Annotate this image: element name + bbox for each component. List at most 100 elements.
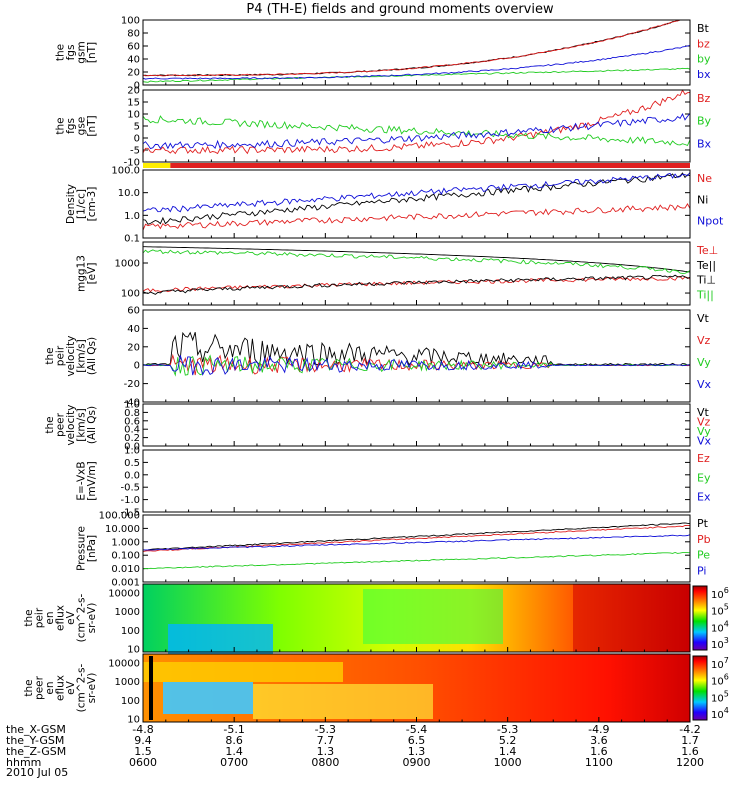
ytick-label: -10 bbox=[124, 158, 140, 169]
ylabel-line: eV bbox=[65, 680, 77, 694]
ytick-label: 10000 bbox=[108, 658, 140, 669]
ytick-label: 0.5 bbox=[124, 458, 140, 469]
ytick-label: 0 bbox=[134, 81, 140, 92]
xaxis-value: -4.9 bbox=[588, 723, 609, 736]
colorbar bbox=[692, 655, 708, 721]
status-bar-segment bbox=[143, 163, 171, 168]
ytick-label: 0.2 bbox=[124, 433, 140, 444]
panel-frame bbox=[142, 89, 691, 163]
ytick-label: 60 bbox=[127, 306, 140, 317]
ytick-label: 40 bbox=[127, 55, 140, 66]
ytick-label: 20 bbox=[127, 68, 140, 79]
ylabel-line: [nT] bbox=[86, 115, 98, 136]
xaxis-row-label: the_Y-GSM bbox=[6, 734, 64, 747]
legend-Ni: Ni bbox=[697, 193, 708, 206]
xaxis-value: -5.3 bbox=[315, 723, 336, 736]
legend-Pt: Pt bbox=[697, 517, 709, 530]
spectrogram-band bbox=[143, 662, 343, 682]
ytick-label: -5 bbox=[130, 146, 140, 157]
ylabel-line: [eV] bbox=[86, 263, 98, 285]
ylabel-line: the bbox=[44, 347, 56, 364]
ytick-label: 80 bbox=[127, 29, 140, 40]
ylabel-line: (cm^2-s- bbox=[76, 663, 88, 712]
ylabel-line: [cm-3] bbox=[86, 187, 98, 222]
ytick-label: -1.5 bbox=[120, 508, 140, 519]
ylabel-line: peir bbox=[34, 607, 46, 628]
ytick-label: 0 bbox=[134, 134, 140, 145]
ylabel-line: (cm^2-s- bbox=[76, 593, 88, 642]
colorbar bbox=[692, 585, 708, 651]
legend-Ne: Ne bbox=[697, 172, 712, 185]
ylabel-line: Pressure bbox=[76, 526, 88, 571]
legend-Ti⊥: Ti⊥ bbox=[696, 274, 716, 287]
panel-density: Density[1/cc][cm-3] 0.1 1.0 10.0 100.0 Ne Ni Np… bbox=[65, 166, 724, 245]
xaxis-value: 1.5 bbox=[134, 745, 152, 758]
xaxis-value: 8.6 bbox=[225, 734, 243, 747]
ylabel-line: [km/s] bbox=[76, 408, 88, 442]
series-Ti|| bbox=[142, 249, 691, 274]
ytick-label: 10 bbox=[127, 110, 140, 121]
xaxis-value: 1.3 bbox=[317, 745, 335, 758]
xaxis-value: 1.4 bbox=[225, 745, 243, 758]
spectrogram-band bbox=[363, 589, 503, 644]
xaxis-row-label: the_Z-GSM bbox=[6, 745, 66, 758]
ytick-label: 0.010 bbox=[111, 564, 140, 575]
ylabel-line: velocity bbox=[65, 335, 77, 376]
ylabel-line: en bbox=[44, 611, 56, 624]
xaxis-value: 0700 bbox=[220, 756, 248, 769]
ylabel-line: fgs bbox=[65, 118, 77, 134]
ylabel-line: gsm bbox=[76, 41, 88, 63]
ylabel-line: the bbox=[55, 44, 67, 61]
legend-bz: bz bbox=[697, 37, 710, 50]
colorbar-tick-label: 106 bbox=[711, 586, 729, 601]
ytick-label: 0.001 bbox=[111, 578, 140, 589]
ytick-label: 0.1 bbox=[124, 234, 140, 245]
series-Pi bbox=[143, 534, 691, 551]
series-Te|| bbox=[142, 274, 691, 295]
legend-Vx: Vx bbox=[697, 378, 712, 391]
xaxis-value: 0900 bbox=[403, 756, 431, 769]
x-axis: the_X-GSM -4.8 -5.1 -5.3 -5.4 -5.3 -4.9 -4.2 the… bbox=[6, 723, 704, 769]
xaxis-value: -5.3 bbox=[497, 723, 518, 736]
series-Bt bbox=[142, 19, 690, 77]
ylabel-line: fgs bbox=[65, 45, 77, 61]
panel-pressure: Pressure[nPa] 0.001 0.010 0.100 1.000 10.000 1… bbox=[76, 511, 711, 589]
ytick-label: 0.4 bbox=[124, 425, 140, 436]
legend-Vy: Vy bbox=[697, 425, 711, 438]
legend-Vz: Vz bbox=[697, 334, 711, 347]
ytick-label: 1.0 bbox=[124, 446, 140, 457]
ytick-label: 5 bbox=[134, 122, 140, 133]
legend-Pi: Pi bbox=[697, 564, 706, 577]
xaxis-value: 1.6 bbox=[681, 745, 699, 758]
ytick-label: 20 bbox=[127, 342, 140, 353]
ytick-label: 1000 bbox=[115, 259, 140, 270]
xaxis-value: 1000 bbox=[494, 756, 522, 769]
ytick-label: 60 bbox=[127, 42, 140, 53]
xaxis-value: -4.8 bbox=[132, 723, 153, 736]
xaxis-value: 3.6 bbox=[590, 734, 608, 747]
legend-Ez: Ez bbox=[697, 452, 710, 465]
series-Pe bbox=[142, 552, 691, 570]
ytick-label: 1000 bbox=[115, 607, 140, 618]
xaxis-value: 0600 bbox=[129, 756, 157, 769]
panel-efield: E=-VxB[mV/m] -1.5 -1.0-0.5 0.00.51.0 Ez Ey Ex bbox=[76, 446, 711, 519]
spectrogram-low-flux bbox=[168, 624, 273, 659]
ytick-label: 20 bbox=[127, 86, 140, 97]
series-bx bbox=[142, 44, 691, 80]
legend-Pb: Pb bbox=[697, 533, 711, 546]
spectrogram-high-flux bbox=[573, 584, 690, 652]
legend-Vx: Vx bbox=[697, 435, 712, 448]
ytick-label: 40 bbox=[127, 324, 140, 335]
series-Pt bbox=[142, 522, 691, 551]
ylabel-line: E=-VxB bbox=[76, 461, 88, 500]
legend-Vz: Vz bbox=[697, 416, 711, 429]
xaxis-value: 7.7 bbox=[317, 734, 335, 747]
panel-temp: mgg13[eV] 100 1000 Te⊥ Te|| Ti⊥Ti|| bbox=[76, 241, 718, 306]
ytick-label: 1.0 bbox=[124, 211, 140, 222]
ylabel-line: the bbox=[44, 416, 56, 433]
